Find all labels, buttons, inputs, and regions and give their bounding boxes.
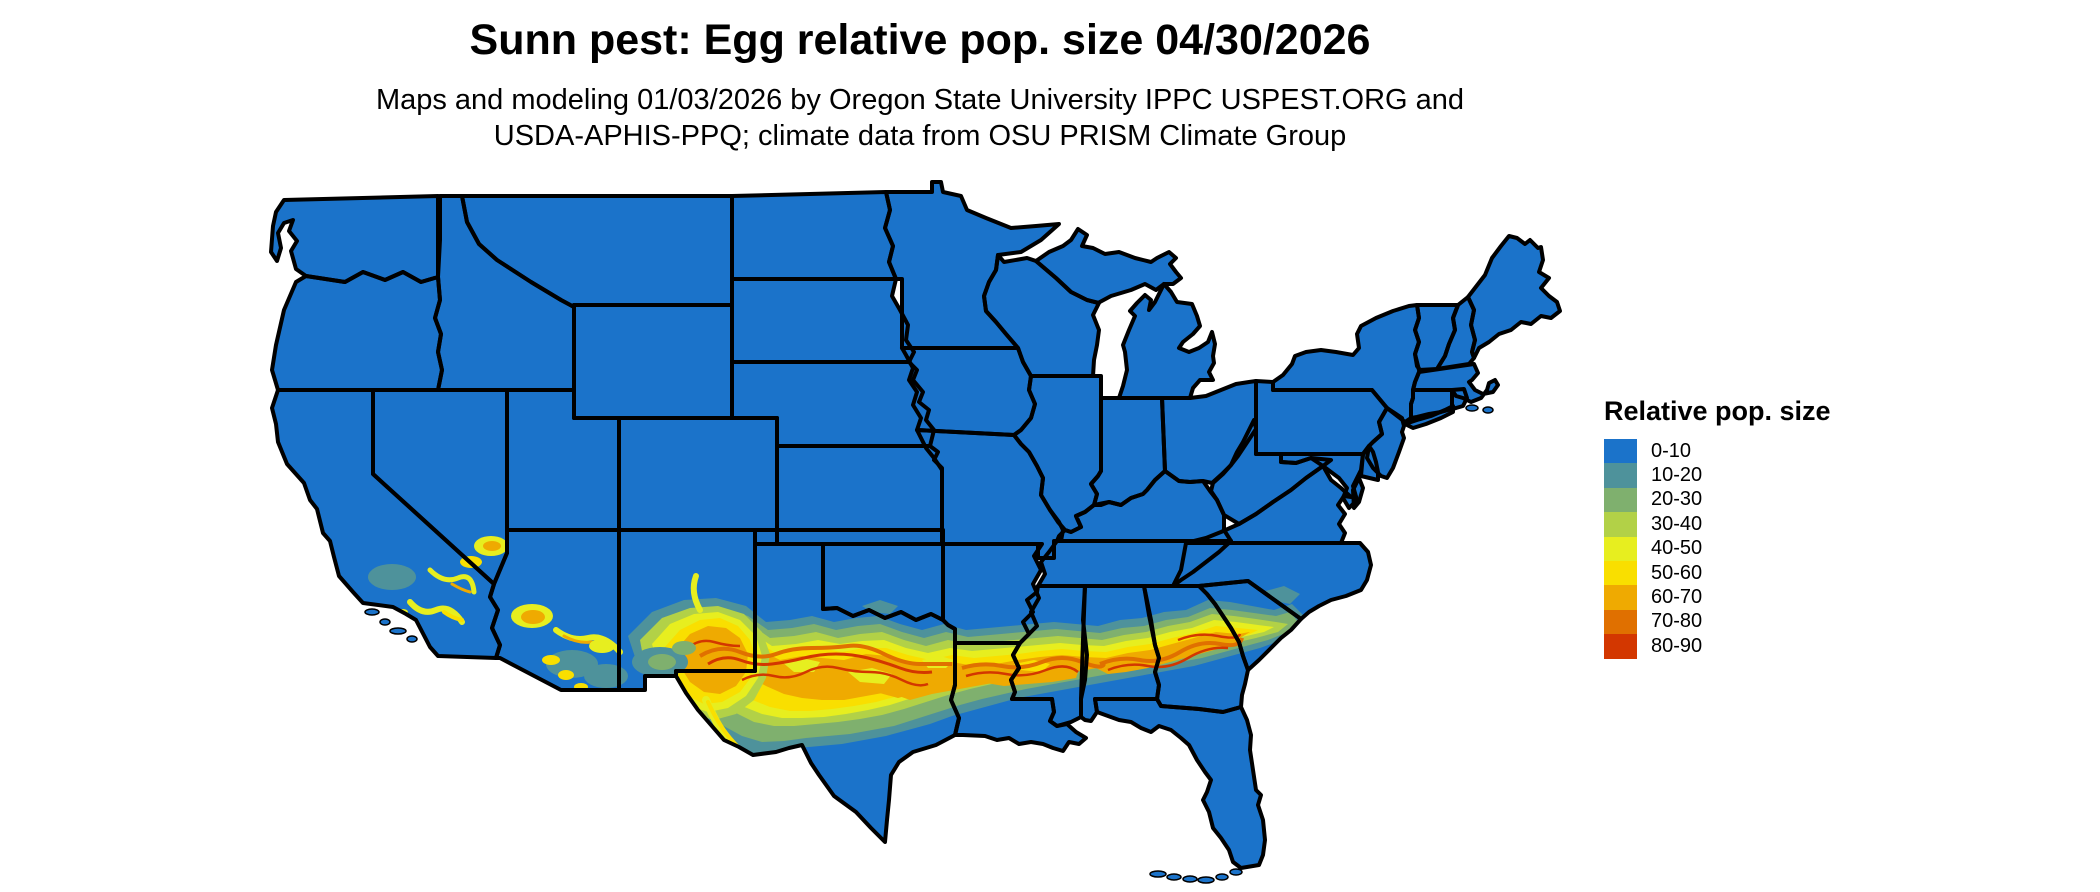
- legend-swatch-80-90: [1604, 634, 1637, 659]
- legend-label: 80-90: [1651, 634, 1703, 657]
- legend: Relative pop. size 0-10 10-20 20-30 30-4…: [1604, 396, 1934, 659]
- legend-row: 60-70: [1604, 585, 1934, 610]
- legend-label: 70-80: [1651, 610, 1703, 633]
- legend-row: 50-60: [1604, 560, 1934, 586]
- legend-row: 20-30: [1604, 487, 1934, 513]
- legend-row: 10-20: [1604, 463, 1934, 488]
- legend-label: 40-50: [1651, 537, 1703, 560]
- legend-label: 60-70: [1651, 586, 1703, 609]
- legend-swatch-70-80: [1604, 609, 1637, 635]
- legend-title: Relative pop. size: [1604, 396, 1831, 426]
- legend-label: 10-20: [1651, 464, 1703, 487]
- map-subtitle-line1: Maps and modeling 01/03/2026 by Oregon S…: [375, 84, 1465, 116]
- legend-swatch-50-60: [1604, 560, 1637, 586]
- legend-swatch-0-10: [1604, 439, 1637, 464]
- legend-label: 20-30: [1651, 488, 1703, 511]
- legend-swatch-10-20: [1604, 463, 1637, 488]
- legend-swatch-40-50: [1604, 536, 1637, 561]
- legend-swatch-60-70: [1604, 585, 1637, 610]
- legend-swatch-20-30: [1604, 487, 1637, 513]
- legend-label: 50-60: [1651, 561, 1703, 584]
- states-fill-layer: [271, 182, 1560, 868]
- legend-row: 0-10: [1604, 439, 1934, 464]
- map-subtitle-line2: USDA-APHIS-PPQ; climate data from OSU PR…: [493, 120, 1347, 152]
- islands-layer: [364, 404, 1494, 884]
- legend-swatch-30-40: [1604, 512, 1637, 537]
- map-title: Sunn pest: Egg relative pop. size 04/30/…: [469, 16, 1371, 64]
- legend-row: 80-90: [1604, 634, 1934, 659]
- legend-row: 70-80: [1604, 609, 1934, 635]
- legend-row: 30-40: [1604, 512, 1934, 537]
- legend-label: 30-40: [1651, 512, 1703, 535]
- legend-row: 40-50: [1604, 536, 1934, 561]
- legend-label: 0-10: [1651, 439, 1692, 462]
